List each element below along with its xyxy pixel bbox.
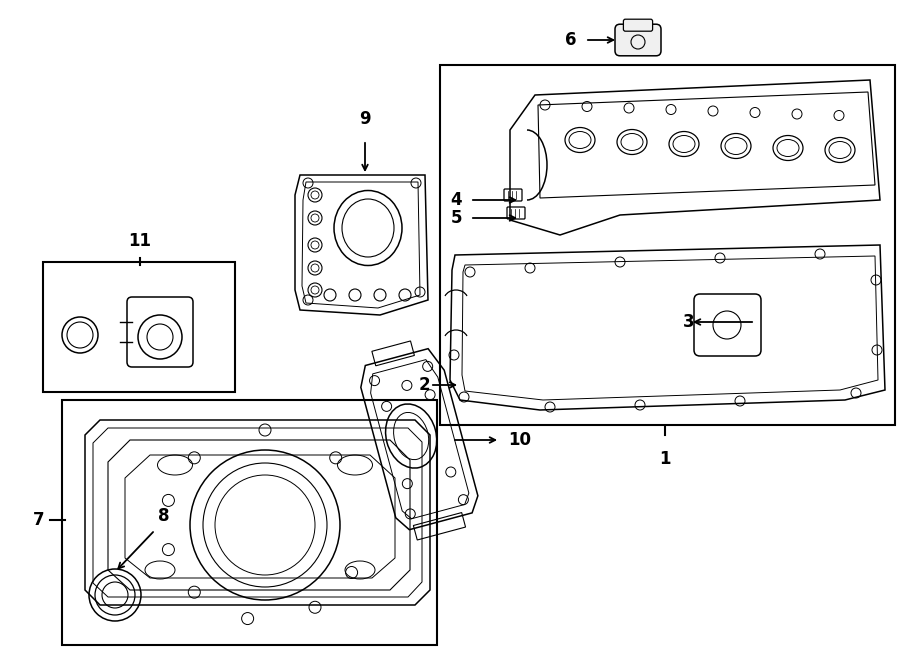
Text: 2: 2	[418, 376, 430, 394]
Text: 7: 7	[33, 511, 45, 529]
Bar	[43, 262, 235, 392]
Text: 9: 9	[359, 110, 371, 128]
Bar	[62, 400, 437, 645]
FancyBboxPatch shape	[624, 19, 652, 31]
Text: 10: 10	[508, 431, 531, 449]
Bar	[440, 65, 895, 425]
Text: 3: 3	[683, 313, 695, 331]
Text: 1: 1	[659, 450, 670, 468]
Text: 4: 4	[450, 191, 462, 209]
FancyBboxPatch shape	[615, 24, 661, 56]
Text: 5: 5	[451, 209, 462, 227]
Text: 6: 6	[565, 31, 577, 49]
Text: 11: 11	[129, 232, 151, 250]
Text: 8: 8	[158, 507, 169, 525]
